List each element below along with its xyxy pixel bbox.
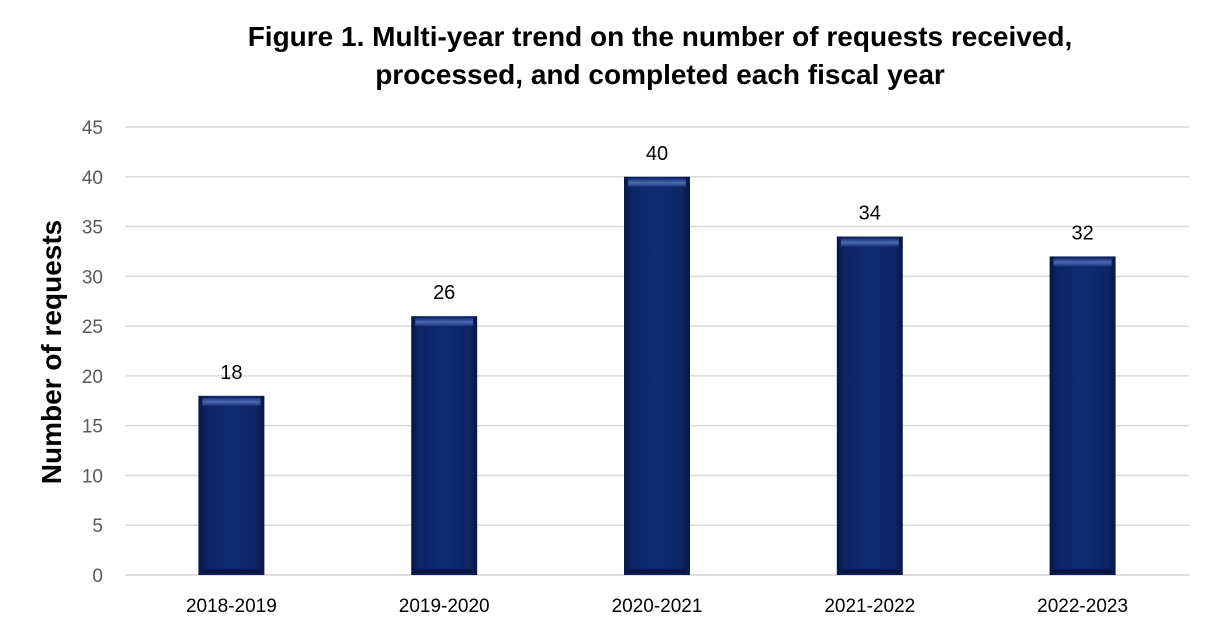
x-category-label: 2021-2022 (824, 596, 915, 617)
data-label: 34 (859, 203, 881, 225)
y-tick-label: 35 (82, 218, 103, 239)
bar-body (836, 236, 903, 575)
bar (624, 176, 690, 575)
y-tick-label: 10 (82, 466, 103, 487)
data-label: 26 (433, 282, 455, 304)
chart-title-line-1: Figure 1. Multi-year trend on the number… (247, 21, 1073, 52)
y-tick-label: 45 (82, 118, 103, 139)
x-category-label: 2018-2019 (186, 596, 277, 617)
chart-title: Figure 1. Multi-year trend on the number… (130, 18, 1190, 94)
bar-base (1053, 569, 1112, 574)
y-tick-label: 25 (82, 317, 103, 338)
x-category-label: 2022-2023 (1037, 596, 1128, 617)
x-category-label: 2019-2020 (399, 596, 490, 617)
bar (836, 236, 903, 575)
x-axis-categories: 2018-2019 2019-2020 2020-2021 2021-2022 2022… (186, 596, 1128, 617)
bar-body (624, 176, 690, 575)
bar-highlight (628, 178, 686, 187)
data-labels: 18 26 40 34 32 (220, 143, 1093, 384)
data-label: 18 (220, 362, 242, 384)
bars (198, 176, 1116, 575)
bar-highlight (415, 318, 474, 327)
bar (411, 316, 478, 575)
bar-highlight (840, 238, 899, 247)
bar-highlight (202, 397, 261, 406)
bar-base (628, 569, 686, 574)
bar-body (411, 316, 478, 575)
bar-base (415, 569, 474, 574)
bar (198, 395, 265, 575)
bar-base (840, 569, 899, 574)
y-tick-label: 40 (82, 168, 103, 189)
y-tick-label: 5 (92, 516, 103, 537)
bar-highlight (1053, 258, 1112, 267)
bar-body (1049, 256, 1116, 575)
bar-base (202, 569, 261, 574)
y-axis-ticks: 0 5 10 15 20 25 30 35 40 45 (82, 118, 103, 587)
chart-title-line-2: processed, and completed each fiscal yea… (375, 59, 945, 90)
bar (1049, 256, 1116, 575)
data-label: 32 (1071, 222, 1093, 244)
y-tick-label: 20 (82, 367, 103, 388)
data-label: 40 (646, 143, 668, 165)
x-category-label: 2020-2021 (612, 596, 703, 617)
y-tick-label: 30 (82, 267, 103, 288)
y-tick-label: 0 (92, 566, 103, 587)
y-tick-label: 15 (82, 417, 103, 438)
bar-body (198, 395, 265, 575)
